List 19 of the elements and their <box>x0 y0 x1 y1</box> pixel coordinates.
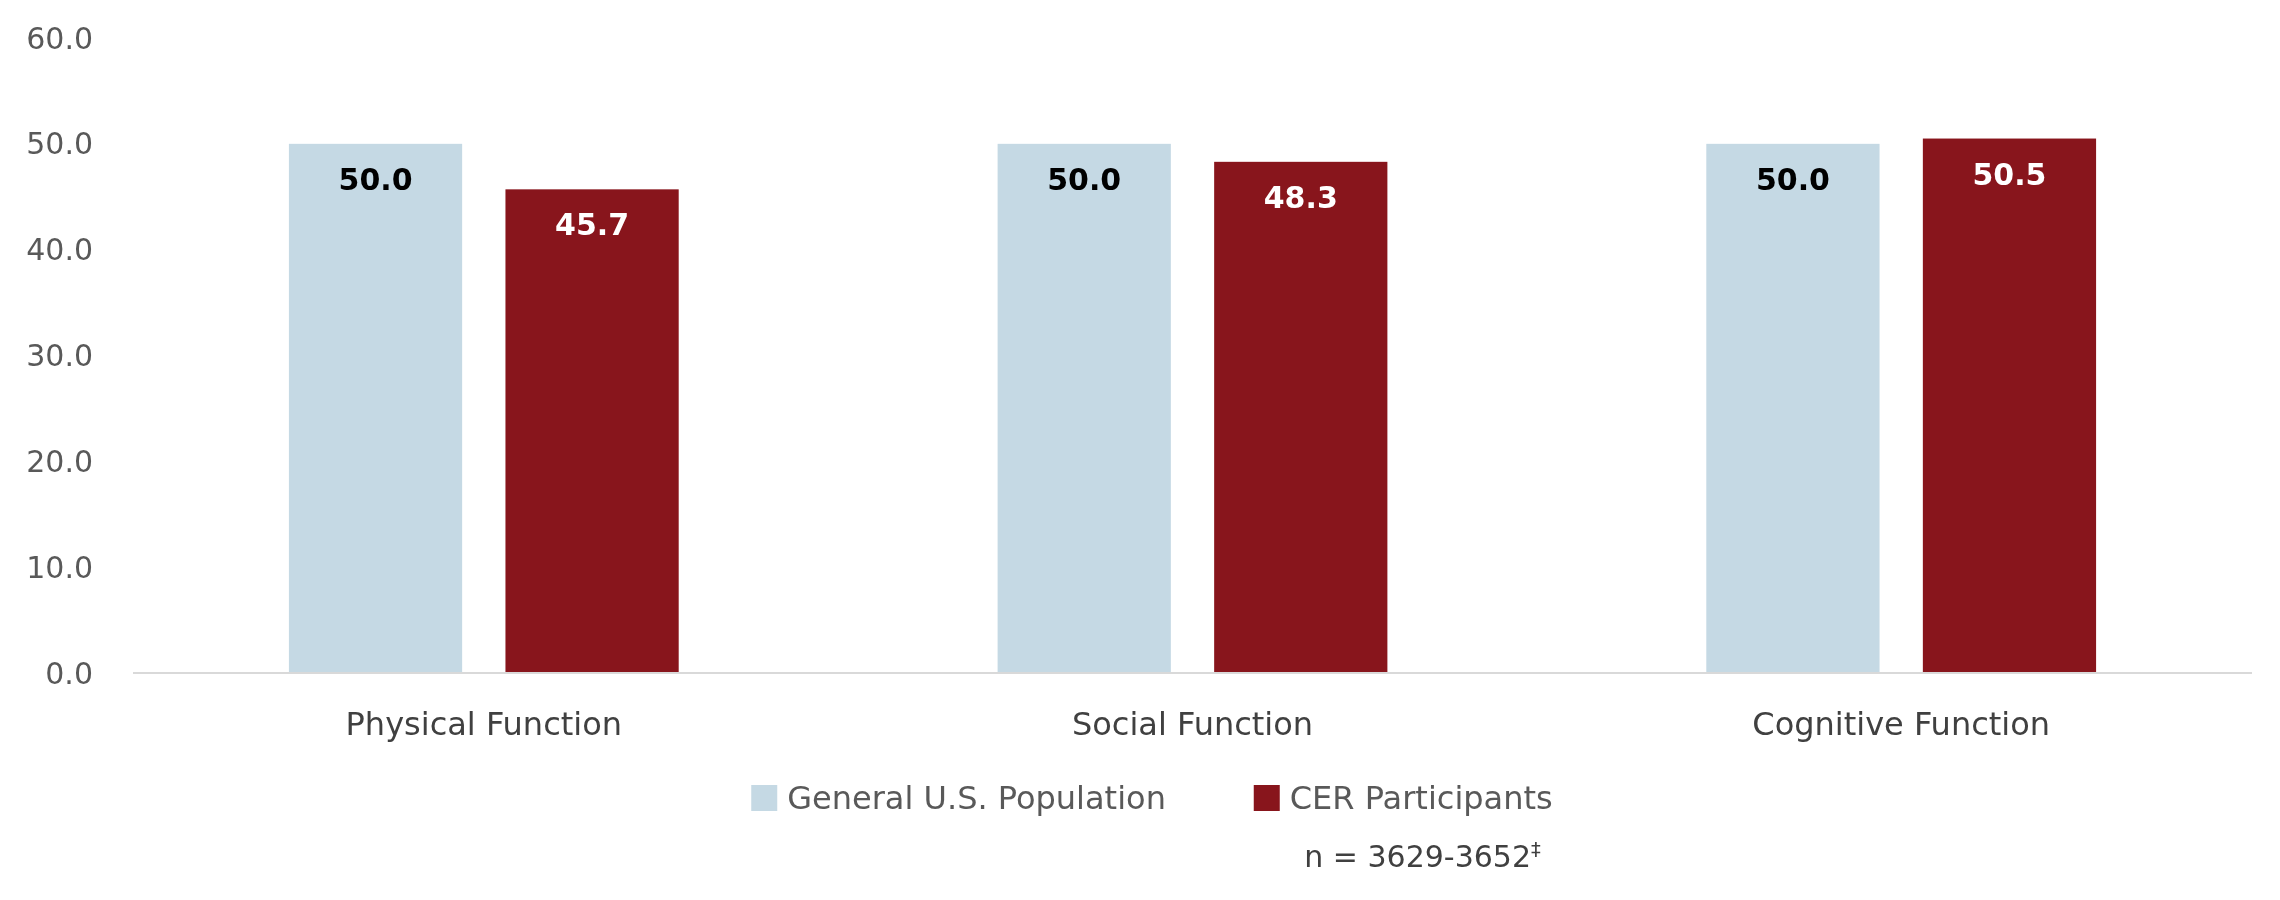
y-tick-label: 10.0 <box>26 549 93 585</box>
y-tick-label: 60.0 <box>26 20 93 56</box>
data-label: 45.7 <box>555 207 630 243</box>
x-tick-label: Cognitive Function <box>1752 705 2051 743</box>
text: n = 3629-3652$^{‡}$ <box>1304 837 1541 874</box>
y-tick-label: 0.0 <box>45 655 93 691</box>
y-tick-label: 40.0 <box>26 232 93 268</box>
data-label: 50.0 <box>1755 161 1830 197</box>
x-tick-label: Social Function <box>1071 705 1314 743</box>
data-label: 48.3 <box>1263 179 1338 215</box>
legend-label: CER Participants <box>1289 779 1553 818</box>
y-tick-label: 30.0 <box>26 338 93 373</box>
x-tick-label: Physical Function <box>345 705 623 743</box>
y-tick-label: 20.0 <box>26 443 93 479</box>
data-label: 50.0 <box>1047 161 1122 197</box>
data-label: 50.5 <box>1972 156 2047 192</box>
legend-label: General U.S. Population <box>787 779 1166 818</box>
y-tick-label: 50.0 <box>26 126 93 162</box>
data-label: 50.0 <box>338 161 413 197</box>
